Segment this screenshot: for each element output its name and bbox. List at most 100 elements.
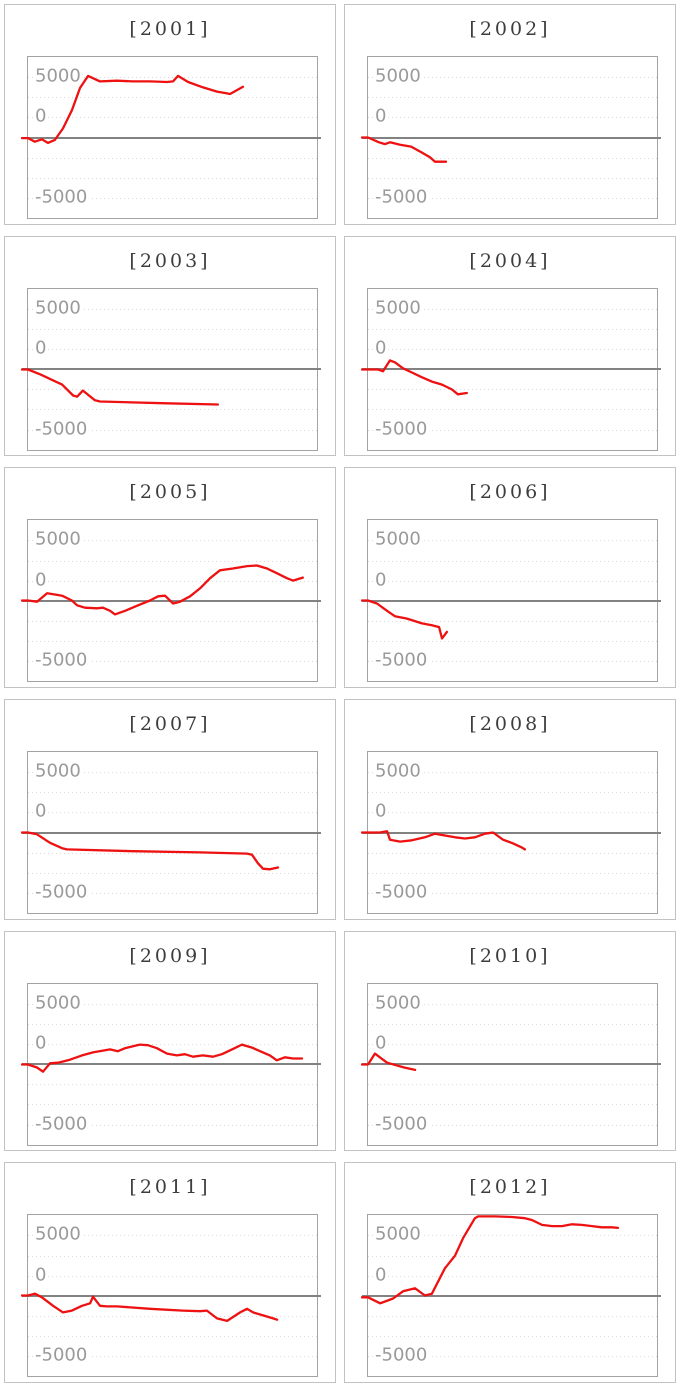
- gridline-0: [28, 1275, 317, 1277]
- ytick-label-0: 0: [33, 105, 49, 127]
- ytick-label-minus5000: -5000: [33, 881, 90, 903]
- panel-frame: [2003] 5000 0 -5000: [4, 235, 336, 457]
- ytick-label-5000: 5000: [33, 297, 83, 319]
- ytick-label-5000: 5000: [33, 760, 83, 782]
- gridline-minor: [368, 641, 657, 643]
- panel-plot-area: 5000 0 -5000: [21, 519, 321, 683]
- panel-plot-area: 5000 0 -5000: [21, 751, 321, 914]
- gridline-5000: [28, 1003, 317, 1005]
- panel-frame: [2006] 5000 0 -5000: [344, 467, 676, 688]
- gridline-minor: [28, 97, 317, 99]
- ytick-label-minus5000: -5000: [373, 418, 430, 440]
- gridline-5000: [368, 540, 657, 542]
- gridline-minor: [28, 328, 317, 330]
- gridline-0: [28, 580, 317, 582]
- gridline-0: [368, 349, 657, 351]
- year-panel: [2002] 5000 0 -5000: [340, 0, 680, 232]
- ytick-label-minus5000: -5000: [373, 649, 430, 671]
- gridline-5000: [368, 1235, 657, 1237]
- gridline-minus5000: [368, 892, 657, 894]
- panel-plot-area: 5000 0 -5000: [361, 287, 661, 451]
- year-panel: [2010] 5000 0 -5000: [340, 927, 680, 1159]
- year-panel: [2006] 5000 0 -5000: [340, 463, 680, 695]
- gridline-minor: [28, 1315, 317, 1317]
- gridline-minus5000: [28, 661, 317, 663]
- panel-plot-area: 5000 0 -5000: [21, 1214, 321, 1378]
- gridline-minor: [28, 389, 317, 391]
- gridline-0: [28, 812, 317, 814]
- panel-title: [2003]: [129, 249, 211, 272]
- panel-title: [2009]: [129, 944, 211, 967]
- ytick-label-5000: 5000: [373, 529, 423, 551]
- gridline-0: [368, 117, 657, 119]
- panel-plot-area: 5000 0 -5000: [361, 982, 661, 1146]
- panel-plot-area: 5000 0 -5000: [361, 519, 661, 683]
- ytick-label-minus5000: -5000: [373, 881, 430, 903]
- panel-plot-area: 5000 0 -5000: [361, 1214, 661, 1378]
- gridline-minus5000: [368, 1356, 657, 1358]
- zero-axis-line: [362, 599, 661, 602]
- gridline-minor: [28, 1336, 317, 1338]
- gridline-minor: [368, 872, 657, 874]
- zero-axis-line: [362, 1294, 661, 1297]
- gridline-minor: [368, 97, 657, 99]
- gridline-minus5000: [368, 429, 657, 431]
- gridline-minus5000: [28, 197, 317, 199]
- panel-frame: [2011] 5000 0 -5000: [4, 1162, 336, 1383]
- gridline-minor: [28, 872, 317, 874]
- ytick-label-0: 0: [373, 105, 389, 127]
- panel-plot-area: 5000 0 -5000: [21, 982, 321, 1146]
- gridline-0: [368, 580, 657, 582]
- panel-frame: [2001] 5000 0 -5000: [4, 4, 336, 225]
- gridline-5000: [28, 308, 317, 310]
- series-line: [361, 1215, 620, 1305]
- gridline-minus5000: [368, 1124, 657, 1126]
- ytick-label-0: 0: [33, 800, 49, 822]
- year-panel: [2008] 5000 0 -5000: [340, 695, 680, 927]
- zero-axis-line: [362, 831, 661, 834]
- gridline-0: [368, 812, 657, 814]
- year-panel: [2007] 5000 0 -5000: [0, 695, 340, 927]
- panel-plot-area: 5000 0 -5000: [21, 56, 321, 219]
- zero-axis-line: [22, 1294, 321, 1297]
- year-panel: [2001] 5000 0 -5000: [0, 0, 340, 232]
- gridline-minor: [368, 389, 657, 391]
- gridline-5000: [368, 308, 657, 310]
- gridline-minor: [368, 157, 657, 159]
- gridline-minor: [28, 177, 317, 179]
- ytick-label-0: 0: [373, 800, 389, 822]
- ytick-label-0: 0: [33, 337, 49, 359]
- ytick-label-0: 0: [373, 1032, 389, 1054]
- year-panel: [2005] 5000 0 -5000: [0, 463, 340, 695]
- panel-frame: [2012] 5000 0 -5000: [344, 1162, 676, 1383]
- panel-frame: [2008] 5000 0 -5000: [344, 699, 676, 920]
- panel-frame: [2009] 5000 0 -5000: [4, 930, 336, 1152]
- panel-frame: [2002] 5000 0 -5000: [344, 4, 676, 225]
- gridline-0: [368, 1275, 657, 1277]
- gridline-minor: [368, 409, 657, 411]
- gridline-minor: [368, 792, 657, 794]
- ytick-label-minus5000: -5000: [373, 1344, 430, 1366]
- gridline-minor: [368, 852, 657, 854]
- series-line: [361, 136, 448, 163]
- zero-axis-line: [362, 136, 661, 139]
- ytick-label-5000: 5000: [373, 760, 423, 782]
- gridline-minor: [368, 328, 657, 330]
- ytick-label-5000: 5000: [33, 1224, 83, 1246]
- gridline-minor: [28, 560, 317, 562]
- gridline-minor: [368, 177, 657, 179]
- series-line: [21, 1292, 279, 1323]
- ytick-label-5000: 5000: [373, 1224, 423, 1246]
- gridline-minor: [28, 157, 317, 159]
- gridline-0: [28, 117, 317, 119]
- gridline-minor: [368, 560, 657, 562]
- series-line: [21, 564, 304, 616]
- gridline-minor: [368, 1255, 657, 1257]
- series-line: [21, 74, 245, 145]
- ytick-label-5000: 5000: [373, 992, 423, 1014]
- ytick-label-minus5000: -5000: [33, 418, 90, 440]
- ytick-label-5000: 5000: [33, 65, 83, 87]
- panel-title: [2001]: [129, 18, 211, 40]
- gridline-5000: [28, 540, 317, 542]
- ytick-label-5000: 5000: [373, 65, 423, 87]
